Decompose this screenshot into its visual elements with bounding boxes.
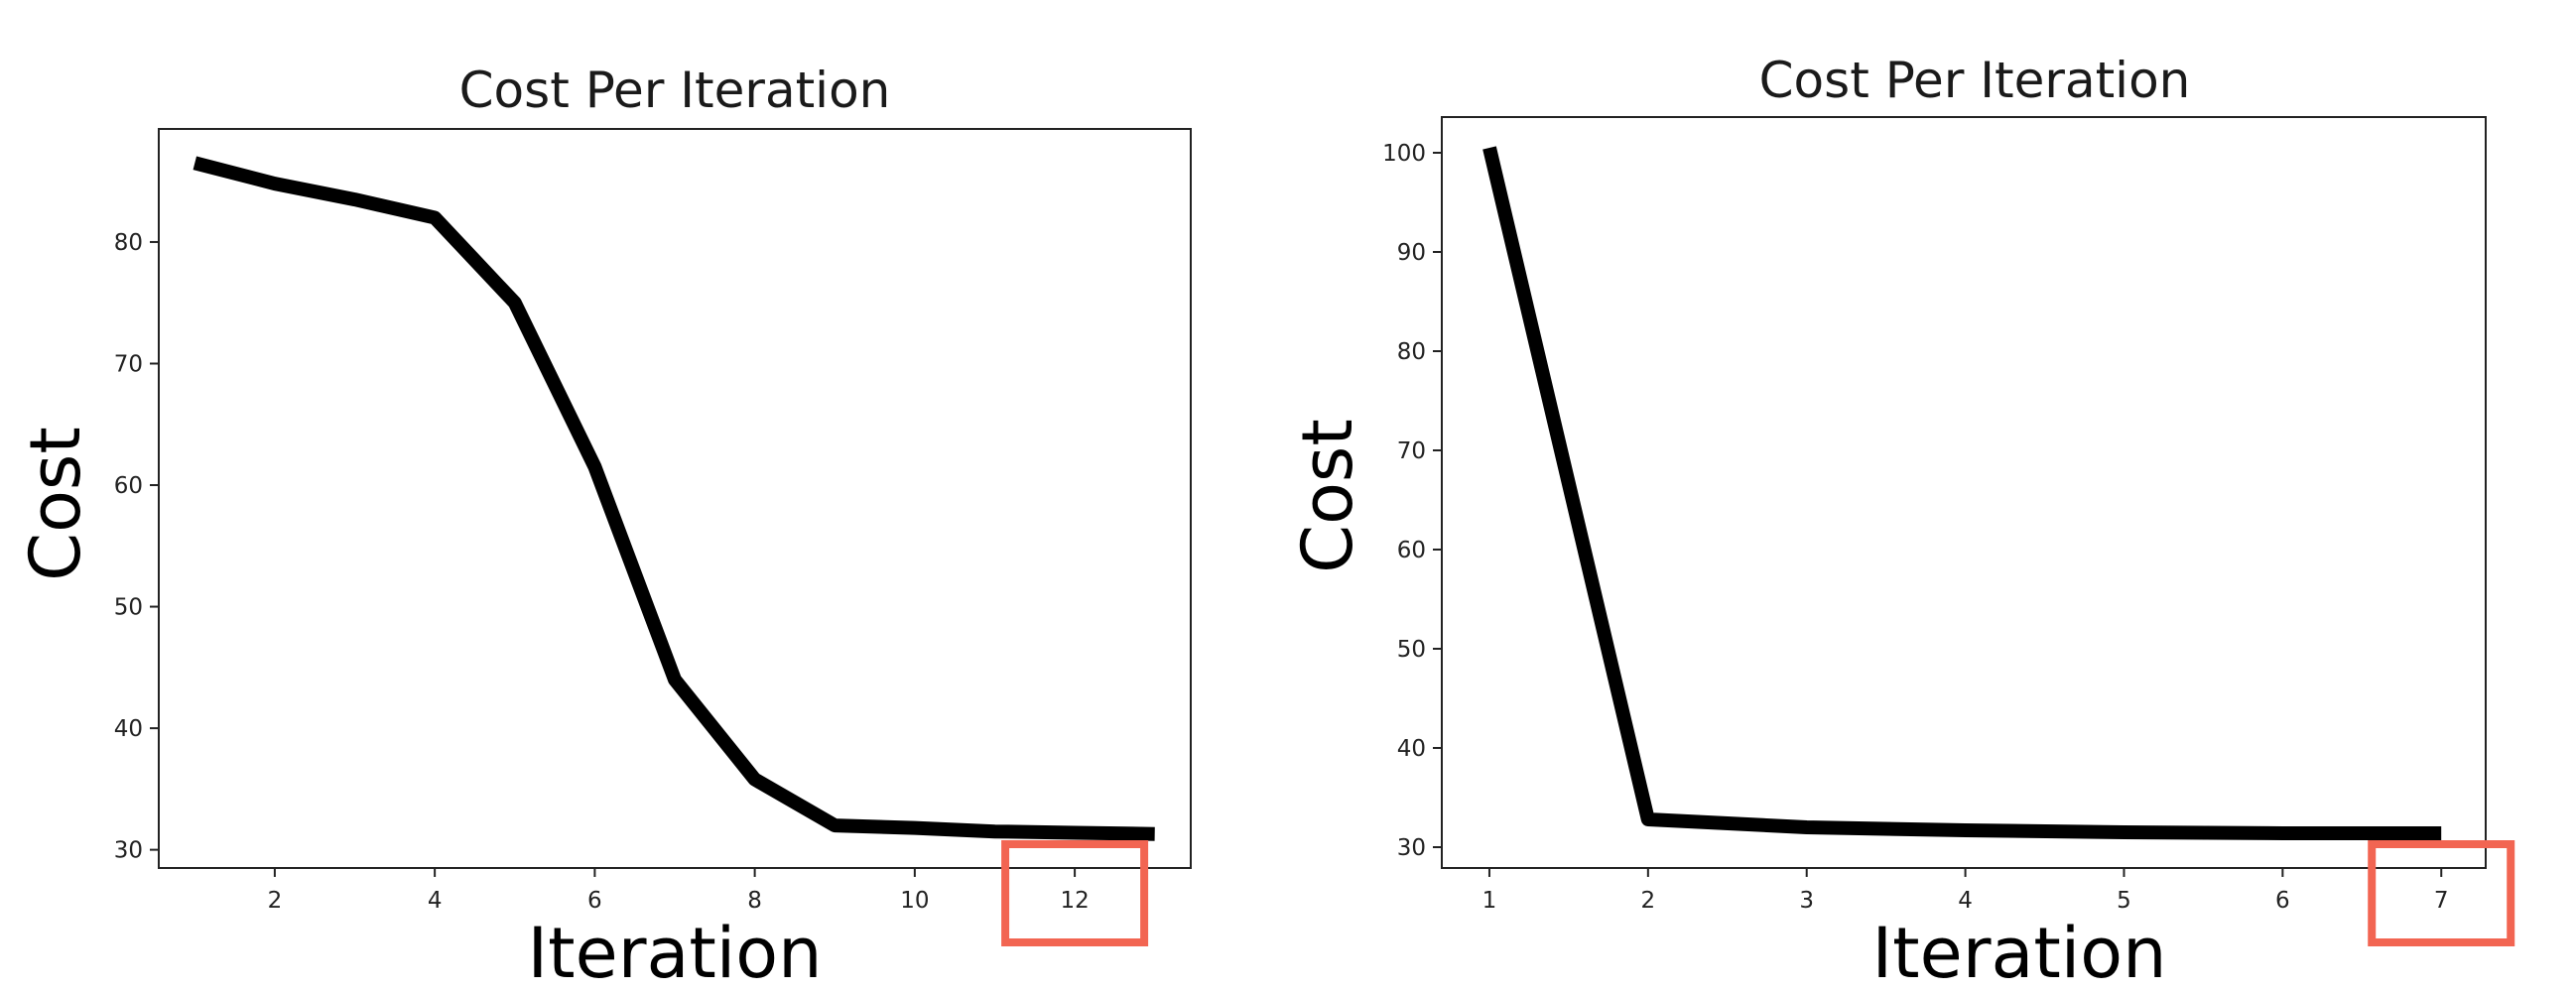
chart-2-frame	[1441, 116, 2487, 869]
chart-1-frame	[158, 128, 1192, 869]
chart-2-xtick-label: 4	[1958, 888, 1973, 914]
chart-1-ylabel: Cost	[15, 427, 96, 581]
chart-2-ytick-label: 70	[1397, 438, 1426, 464]
chart-1-xtick-label: 10	[900, 888, 929, 914]
chart-2-ytick-label: 100	[1382, 141, 1426, 167]
chart-2-ytick-label: 60	[1397, 538, 1426, 563]
chart-2-ytick-label: 50	[1397, 637, 1426, 663]
chart-2-xlabel: Iteration	[1872, 913, 2167, 992]
chart-1-series-line	[193, 156, 1155, 841]
chart-2-title: Cost Per Iteration	[1759, 52, 2191, 109]
chart-1-ytick-label: 80	[114, 230, 143, 256]
chart-2-ytick-label: 40	[1397, 736, 1426, 762]
chart-1-xtick-label: 2	[268, 888, 283, 914]
chart-2-xtick-label: 6	[2275, 888, 2290, 914]
chart-1-xtick-label: 12	[1060, 888, 1089, 914]
chart-2-ytick-label: 30	[1397, 835, 1426, 861]
chart-2-ytick-label: 80	[1397, 339, 1426, 365]
chart-1-highlight-box	[1001, 840, 1149, 946]
chart-2-xtick-label: 2	[1641, 888, 1656, 914]
chart-1-xtick-label: 4	[428, 888, 443, 914]
chart-2-series-line	[1482, 146, 2442, 840]
chart-2-xtick-label: 3	[1799, 888, 1814, 914]
chart-2-xtick-label: 7	[2434, 888, 2449, 914]
chart-1-ytick-label: 70	[114, 351, 143, 377]
chart-2-xtick-label: 5	[2117, 888, 2131, 914]
chart-2-highlight-box	[2368, 840, 2515, 946]
chart-1-xtick-label: 6	[587, 888, 602, 914]
chart-1-ytick-label: 30	[114, 838, 143, 864]
chart-1-title: Cost Per Iteration	[459, 62, 891, 119]
chart-1-ytick-label: 60	[114, 473, 143, 499]
chart-1-plot-area: 2 4 6 8 10 12 30 40 50 60 70 80	[114, 128, 1192, 946]
chart-1-ytick-label: 50	[114, 595, 143, 621]
chart-1-ytick-label: 40	[114, 716, 143, 742]
chart-2-ytick-label: 90	[1397, 240, 1426, 266]
chart-2-ylabel: Cost	[1287, 419, 1368, 573]
chart-1: Cost Per Iteration Cost Iteration 2 4 6 8 10…	[15, 62, 1192, 992]
chart-2-plot-area: 1 2 3 4 5 6 7 30 40 50 60 70 80 90 100	[1382, 116, 2515, 946]
chart-2: Cost Per Iteration Cost Iteration 1 2 3 4 5 6…	[1287, 52, 2515, 992]
chart-1-xtick-label: 8	[747, 888, 762, 914]
chart-1-xlabel: Iteration	[528, 913, 823, 992]
chart-2-xtick-label: 1	[1482, 888, 1497, 914]
